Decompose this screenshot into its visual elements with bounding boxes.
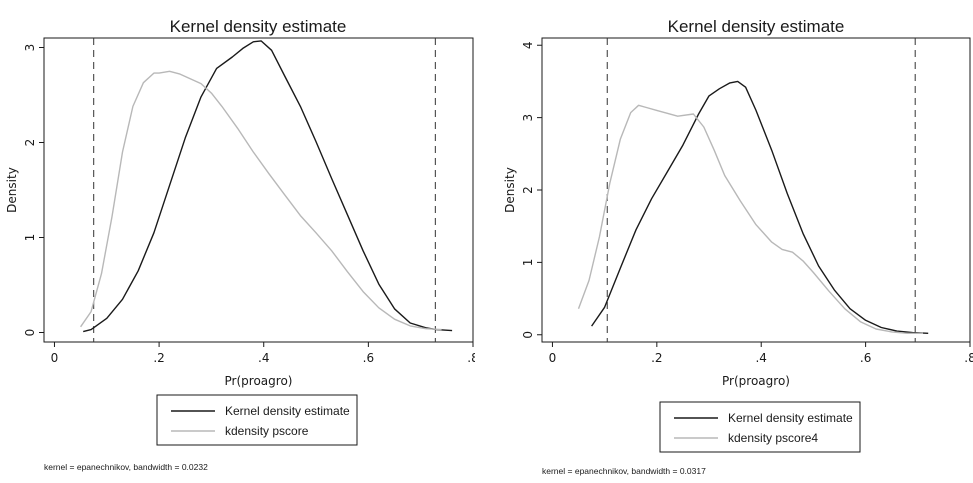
series-line-1 bbox=[591, 80, 929, 334]
legend-label-2: kdensity pscore4 bbox=[728, 431, 818, 445]
density-chart-left: Kernel density estimate 0 .2 .4 .6 .8 0 1 2 3 Pr(p… bbox=[5, 17, 475, 472]
plot-frame bbox=[541, 37, 971, 343]
legend-label-1: Kernel density estimate bbox=[728, 411, 853, 425]
series-line-2 bbox=[577, 104, 923, 334]
chart-title: Kernel density estimate bbox=[668, 17, 845, 36]
x-tick-label: .4 bbox=[755, 351, 766, 365]
x-tick-label: 0 bbox=[51, 351, 59, 365]
y-tick-label: 3 bbox=[521, 114, 535, 122]
legend-box bbox=[659, 401, 861, 453]
legend-label-2: kdensity pscore bbox=[225, 424, 309, 438]
series-line-1 bbox=[83, 40, 453, 333]
series-line-2 bbox=[80, 70, 442, 331]
x-tick-label: .8 bbox=[467, 351, 475, 365]
y-tick-label: 4 bbox=[521, 41, 535, 49]
x-tick-label: .8 bbox=[964, 351, 973, 365]
plot-frame bbox=[43, 37, 474, 343]
y-tick-label: 3 bbox=[23, 44, 37, 52]
y-tick-label: 0 bbox=[521, 331, 535, 339]
x-axis-title: Pr(proagro) bbox=[225, 374, 293, 388]
kernel-note: kernel = epanechnikov, bandwidth = 0.031… bbox=[542, 466, 706, 476]
x-tick-label: 0 bbox=[549, 351, 557, 365]
x-tick-label: .6 bbox=[860, 351, 871, 365]
kernel-note: kernel = epanechnikov, bandwidth = 0.023… bbox=[44, 462, 208, 472]
y-tick-label: 0 bbox=[23, 329, 37, 337]
y-tick-label: 1 bbox=[23, 234, 37, 242]
chart-title: Kernel density estimate bbox=[170, 17, 347, 36]
density-chart-right: Kernel density estimate 0 .2 .4 .6 .8 0 1 2 3 4 Pr(… bbox=[503, 17, 973, 476]
x-tick-label: .6 bbox=[363, 351, 374, 365]
x-tick-label: .2 bbox=[153, 351, 164, 365]
x-tick-label: .2 bbox=[651, 351, 662, 365]
x-tick-label: .4 bbox=[258, 351, 269, 365]
y-tick-label: 1 bbox=[521, 259, 535, 267]
y-axis-title: Density bbox=[5, 167, 19, 213]
y-tick-label: 2 bbox=[521, 186, 535, 194]
y-tick-label: 2 bbox=[23, 139, 37, 147]
y-axis-title: Density bbox=[503, 167, 517, 213]
legend-label-1: Kernel density estimate bbox=[225, 404, 350, 418]
x-axis-title: Pr(proagro) bbox=[722, 374, 790, 388]
legend-box bbox=[156, 394, 358, 446]
